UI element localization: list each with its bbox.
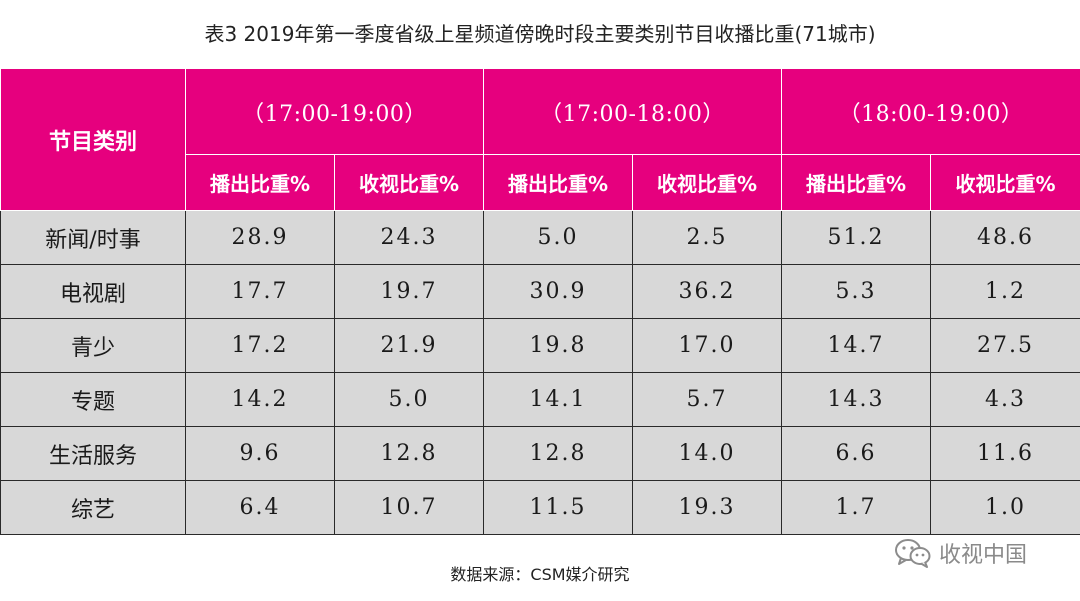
group-header-1700-1900: （17:00-19:00） — [185, 68, 484, 155]
value-cell: 14.7 — [781, 318, 931, 373]
table-title: 表3 2019年第一季度省级上星频道傍晚时段主要类别节目收播比重(71城市) — [204, 22, 876, 46]
sub-header: 收视比重% — [930, 154, 1080, 211]
value-cell: 28.9 — [185, 210, 335, 265]
value-cell: 51.2 — [781, 210, 931, 265]
value-cell: 17.0 — [632, 318, 782, 373]
corner-header: 节目类别 — [0, 68, 186, 211]
watermark-text: 收视中国 — [939, 543, 1028, 568]
value-cell: 6.4 — [185, 480, 335, 535]
category-cell: 生活服务 — [0, 426, 186, 481]
table-row: 生活服务 9.6 12.8 12.8 14.0 6.6 11.6 — [0, 426, 1080, 481]
table-row: 专题 14.2 5.0 14.1 5.7 14.3 4.3 — [0, 372, 1080, 427]
value-cell: 27.5 — [930, 318, 1080, 373]
value-cell: 30.9 — [483, 264, 633, 319]
value-cell: 5.0 — [334, 372, 484, 427]
value-cell: 19.3 — [632, 480, 782, 535]
value-cell: 1.7 — [781, 480, 931, 535]
value-cell: 14.0 — [632, 426, 782, 481]
sub-header: 播出比重% — [185, 154, 335, 211]
group-header-1800-1900: （18:00-19:00） — [781, 68, 1080, 155]
value-cell: 5.7 — [632, 372, 782, 427]
sub-header: 播出比重% — [483, 154, 633, 211]
table-row: 新闻/时事 28.9 24.3 5.0 2.5 51.2 48.6 — [0, 210, 1080, 265]
value-cell: 17.7 — [185, 264, 335, 319]
table-row: 综艺 6.4 10.7 11.5 19.3 1.7 1.0 — [0, 480, 1080, 535]
table-row: 电视剧 17.7 19.7 30.9 36.2 5.3 1.2 — [0, 264, 1080, 319]
value-cell: 2.5 — [632, 210, 782, 265]
value-cell: 11.5 — [483, 480, 633, 535]
value-cell: 36.2 — [632, 264, 782, 319]
watermark: 收视中国 — [895, 533, 1027, 573]
value-cell: 19.7 — [334, 264, 484, 319]
group-header-1700-1800: （17:00-18:00） — [483, 68, 782, 155]
value-cell: 9.6 — [185, 426, 335, 481]
value-cell: 12.8 — [483, 426, 633, 481]
category-cell: 综艺 — [0, 480, 186, 535]
value-cell: 5.0 — [483, 210, 633, 265]
value-cell: 19.8 — [483, 318, 633, 373]
value-cell: 17.2 — [185, 318, 335, 373]
sub-header: 播出比重% — [781, 154, 931, 211]
value-cell: 6.6 — [781, 426, 931, 481]
sub-header: 收视比重% — [632, 154, 782, 211]
value-cell: 10.7 — [334, 480, 484, 535]
value-cell: 4.3 — [930, 372, 1080, 427]
value-cell: 24.3 — [334, 210, 484, 265]
wechat-icon — [895, 538, 931, 568]
data-source: 数据来源：CSM媒介研究 — [450, 565, 630, 584]
value-cell: 11.6 — [930, 426, 1080, 481]
value-cell: 5.3 — [781, 264, 931, 319]
value-cell: 14.3 — [781, 372, 931, 427]
value-cell: 14.1 — [483, 372, 633, 427]
value-cell: 12.8 — [334, 426, 484, 481]
table-row: 青少 17.2 21.9 19.8 17.0 14.7 27.5 — [0, 318, 1080, 373]
value-cell: 21.9 — [334, 318, 484, 373]
category-cell: 专题 — [0, 372, 186, 427]
category-cell: 电视剧 — [0, 264, 186, 319]
value-cell: 48.6 — [930, 210, 1080, 265]
value-cell: 1.0 — [930, 480, 1080, 535]
category-cell: 新闻/时事 — [0, 210, 186, 265]
sub-header: 收视比重% — [334, 154, 484, 211]
value-cell: 1.2 — [930, 264, 1080, 319]
value-cell: 14.2 — [185, 372, 335, 427]
data-table: 节目类别 （17:00-19:00） （17:00-18:00） （18:00-… — [0, 68, 1080, 535]
category-cell: 青少 — [0, 318, 186, 373]
